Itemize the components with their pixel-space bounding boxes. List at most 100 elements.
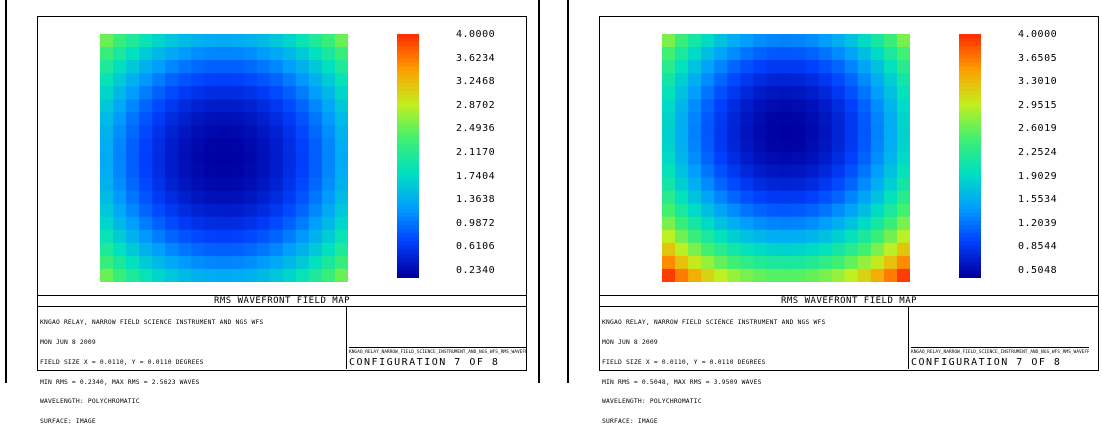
heatmap-cell	[883, 216, 898, 231]
colorbar-segment	[397, 229, 419, 234]
heatmap-cell	[844, 125, 859, 140]
heatmap-cell	[740, 99, 754, 113]
heatmap-cell	[256, 190, 271, 205]
heatmap-cell	[295, 86, 310, 100]
heatmap-cell	[844, 164, 859, 179]
heatmap-cell	[230, 242, 245, 257]
heatmap-cell	[165, 73, 179, 87]
heatmap-cell	[243, 229, 258, 244]
colorbar-segment	[959, 249, 981, 255]
heatmap-cell	[662, 47, 676, 61]
notes: KNGAO RELAY, NARROW FIELD SCIENCE INSTRU…	[602, 307, 902, 439]
heatmap-cell	[870, 177, 885, 192]
heatmap-cell	[243, 255, 258, 270]
heatmap-cell	[779, 99, 794, 113]
heatmap-cell	[243, 86, 258, 100]
heatmap-cell	[100, 138, 114, 153]
heatmap-cell	[844, 60, 859, 74]
heatmap-cell	[308, 73, 323, 87]
heatmap-cell	[740, 151, 754, 166]
colorbar-segment	[397, 99, 419, 104]
heatmap-cell	[334, 242, 348, 257]
heatmap-cell	[792, 86, 807, 100]
heatmap-cell	[217, 34, 232, 48]
heatmap-cell	[126, 125, 140, 140]
heatmap-cell	[269, 177, 284, 192]
heatmap-cell	[701, 60, 715, 74]
heatmap-cell	[727, 34, 741, 48]
heatmap-cell	[883, 177, 898, 192]
heatmap-cell	[113, 229, 127, 244]
colorbar-segment	[959, 82, 981, 88]
heatmap-cell	[662, 99, 676, 113]
heatmap-cell	[178, 203, 192, 218]
heatmap-cell	[100, 60, 114, 74]
heatmap-cell	[126, 151, 140, 166]
heatmap-cell	[178, 60, 192, 74]
colorbar-segment	[959, 103, 981, 108]
heatmap-cell	[766, 86, 781, 100]
heatmap-cell	[688, 138, 702, 153]
colorbar-segment	[397, 192, 419, 198]
heatmap-cell	[217, 112, 232, 126]
heatmap-cell	[688, 203, 702, 218]
heatmap-cell	[896, 229, 910, 244]
heatmap-cell	[714, 34, 728, 48]
colorbar-segment	[959, 139, 981, 145]
colorbar-segment	[959, 115, 981, 120]
heatmap-cell	[113, 125, 127, 140]
colorbar-segment	[397, 38, 419, 43]
colorbar-segment	[397, 103, 419, 108]
heatmap-cell	[818, 164, 833, 179]
heatmap-cell	[701, 203, 715, 218]
heatmap-cell	[191, 86, 206, 100]
heatmap-cell	[165, 216, 179, 231]
colorbar-segment	[959, 74, 981, 80]
colorbar-segment	[397, 58, 419, 64]
heatmap-cell	[727, 177, 741, 192]
heatmap-cell	[204, 99, 219, 113]
heatmap-cell	[269, 216, 284, 231]
heatmap-cell	[334, 47, 348, 61]
heatmap-cell	[662, 60, 676, 74]
heatmap-cell	[844, 138, 859, 153]
notes: KNGAO RELAY, NARROW FIELD SCIENCE INSTRU…	[40, 307, 340, 439]
colorbar-tick-label: 0.6106	[456, 241, 496, 253]
chart-panel-left: 4.0000 3.6234 3.2468 2.8702 2.4936 2.1170 1.74…	[5, 0, 540, 425]
heatmap-cell	[165, 34, 179, 48]
heatmap-cell	[165, 47, 179, 61]
heatmap-cell	[805, 164, 820, 179]
heatmap-cell	[688, 34, 702, 48]
heatmap-cell	[295, 99, 310, 113]
heatmap-cell	[282, 242, 297, 257]
colorbar-segment	[397, 184, 419, 190]
heatmap-cell	[727, 190, 741, 205]
heatmap-cell	[243, 190, 258, 205]
heatmap-cell	[857, 164, 872, 179]
colorbar-segment	[959, 86, 981, 92]
heatmap-cell	[753, 242, 768, 257]
colorbar-tick-label: 4.0000	[456, 29, 496, 40]
heatmap-cell	[818, 268, 833, 282]
heatmap-cell	[701, 216, 715, 231]
colorbar-tick-label: 1.3638	[456, 194, 496, 206]
heatmap-cell	[282, 216, 297, 231]
heatmap-cell	[792, 151, 807, 166]
heatmap-cell	[818, 138, 833, 153]
note-line: MIN RMS = 0.2340, MAX RMS = 2.5623 WAVES	[40, 378, 200, 386]
config-cell: KNGAO_RELAY_NARROW_FIELD_SCIENCE_INSTRUM…	[908, 307, 1101, 369]
heatmap-cell	[139, 34, 153, 48]
heatmap-cell	[896, 73, 910, 87]
heatmap-cell	[675, 164, 689, 179]
heatmap-cell	[766, 268, 781, 282]
heatmap-cell	[753, 86, 768, 100]
heatmap-cell	[295, 138, 310, 153]
heatmap-cell	[818, 255, 833, 270]
heatmap-cell	[766, 34, 781, 48]
heatmap-cell	[896, 216, 910, 231]
heatmap-cell	[701, 86, 715, 100]
heatmap-cell	[844, 216, 859, 231]
heatmap-cell	[662, 86, 676, 100]
heatmap-cell	[230, 229, 245, 244]
heatmap-cell	[139, 177, 153, 192]
